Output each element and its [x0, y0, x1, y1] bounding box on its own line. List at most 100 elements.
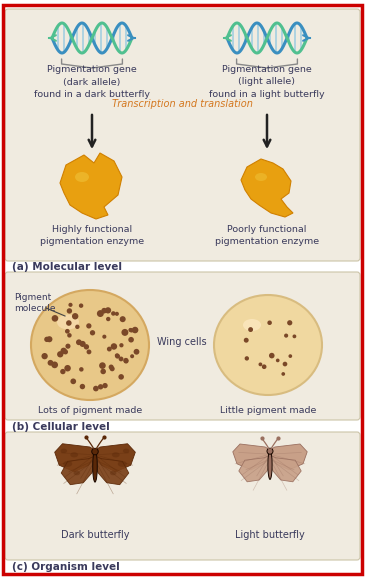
- Ellipse shape: [63, 461, 72, 467]
- Circle shape: [75, 325, 80, 329]
- Circle shape: [288, 354, 292, 358]
- Circle shape: [65, 329, 70, 334]
- Circle shape: [92, 448, 98, 455]
- Circle shape: [72, 313, 78, 320]
- Polygon shape: [270, 444, 307, 470]
- Circle shape: [111, 343, 117, 350]
- Text: Pigmentation gene
(light allele)
found in a light butterfly: Pigmentation gene (light allele) found i…: [209, 65, 325, 99]
- FancyBboxPatch shape: [5, 272, 360, 420]
- Circle shape: [123, 358, 128, 364]
- Circle shape: [119, 343, 124, 347]
- Polygon shape: [55, 444, 95, 472]
- Circle shape: [267, 448, 273, 454]
- Circle shape: [115, 354, 120, 358]
- Ellipse shape: [31, 290, 149, 400]
- Circle shape: [102, 335, 106, 339]
- Text: Pigment
molecule: Pigment molecule: [14, 292, 55, 313]
- Circle shape: [128, 328, 132, 332]
- Circle shape: [93, 386, 99, 391]
- Ellipse shape: [112, 452, 120, 457]
- Circle shape: [115, 353, 119, 358]
- Circle shape: [111, 311, 116, 316]
- FancyBboxPatch shape: [5, 432, 360, 560]
- Circle shape: [245, 356, 249, 361]
- Circle shape: [97, 310, 104, 317]
- Polygon shape: [60, 153, 122, 219]
- Ellipse shape: [123, 449, 130, 453]
- Circle shape: [129, 328, 134, 332]
- Circle shape: [80, 384, 85, 389]
- Circle shape: [248, 327, 253, 332]
- Circle shape: [269, 353, 274, 358]
- Circle shape: [79, 367, 84, 372]
- Circle shape: [65, 343, 70, 349]
- Circle shape: [84, 344, 89, 350]
- Circle shape: [57, 351, 64, 357]
- Circle shape: [63, 349, 68, 354]
- Polygon shape: [241, 159, 293, 217]
- Polygon shape: [239, 456, 270, 482]
- Ellipse shape: [70, 452, 78, 457]
- Text: Transcription and translation: Transcription and translation: [112, 99, 253, 109]
- Polygon shape: [61, 456, 95, 485]
- Ellipse shape: [61, 449, 67, 453]
- Text: (a) Molecular level: (a) Molecular level: [12, 262, 122, 272]
- Circle shape: [87, 350, 91, 354]
- Circle shape: [61, 347, 67, 354]
- Circle shape: [283, 362, 287, 367]
- Circle shape: [109, 365, 114, 369]
- Circle shape: [70, 379, 76, 384]
- Text: Wing cells: Wing cells: [157, 337, 207, 347]
- Circle shape: [128, 337, 134, 343]
- Circle shape: [132, 327, 138, 334]
- Circle shape: [99, 362, 106, 369]
- Circle shape: [80, 341, 86, 347]
- Ellipse shape: [93, 451, 97, 482]
- Circle shape: [67, 333, 72, 338]
- Circle shape: [60, 369, 66, 374]
- Circle shape: [281, 372, 285, 376]
- Text: Dark butterfly: Dark butterfly: [61, 530, 129, 540]
- Circle shape: [86, 323, 92, 328]
- FancyBboxPatch shape: [5, 9, 360, 261]
- Circle shape: [90, 330, 95, 335]
- Circle shape: [267, 320, 272, 325]
- Circle shape: [76, 339, 82, 345]
- Text: Highly functional
pigmentation enzyme: Highly functional pigmentation enzyme: [40, 225, 144, 247]
- Circle shape: [120, 316, 126, 322]
- Circle shape: [67, 308, 72, 314]
- Circle shape: [42, 353, 48, 360]
- Text: (b) Cellular level: (b) Cellular level: [12, 422, 110, 432]
- Ellipse shape: [243, 319, 261, 331]
- Ellipse shape: [74, 471, 80, 475]
- Circle shape: [130, 354, 134, 358]
- Ellipse shape: [255, 173, 267, 181]
- Ellipse shape: [57, 314, 79, 329]
- Circle shape: [47, 360, 53, 366]
- Circle shape: [68, 303, 73, 307]
- Circle shape: [134, 349, 139, 355]
- Circle shape: [98, 384, 103, 390]
- Circle shape: [107, 347, 112, 351]
- Polygon shape: [95, 444, 135, 472]
- Circle shape: [115, 312, 119, 316]
- Circle shape: [51, 315, 58, 322]
- Circle shape: [106, 317, 111, 321]
- Text: Little pigment made: Little pigment made: [220, 406, 316, 415]
- Ellipse shape: [268, 450, 272, 479]
- Circle shape: [287, 320, 292, 325]
- Circle shape: [103, 383, 108, 389]
- Circle shape: [100, 369, 106, 374]
- Ellipse shape: [118, 461, 127, 467]
- Circle shape: [284, 334, 288, 338]
- Text: Lots of pigment made: Lots of pigment made: [38, 406, 142, 415]
- Polygon shape: [270, 456, 301, 482]
- Circle shape: [110, 367, 115, 371]
- Circle shape: [119, 357, 123, 361]
- Circle shape: [276, 358, 280, 362]
- Ellipse shape: [110, 471, 116, 475]
- Text: Light butterfly: Light butterfly: [235, 530, 305, 540]
- Text: (c) Organism level: (c) Organism level: [12, 562, 120, 572]
- Text: Poorly functional
pigmentation enzyme: Poorly functional pigmentation enzyme: [215, 225, 319, 247]
- Polygon shape: [95, 456, 129, 485]
